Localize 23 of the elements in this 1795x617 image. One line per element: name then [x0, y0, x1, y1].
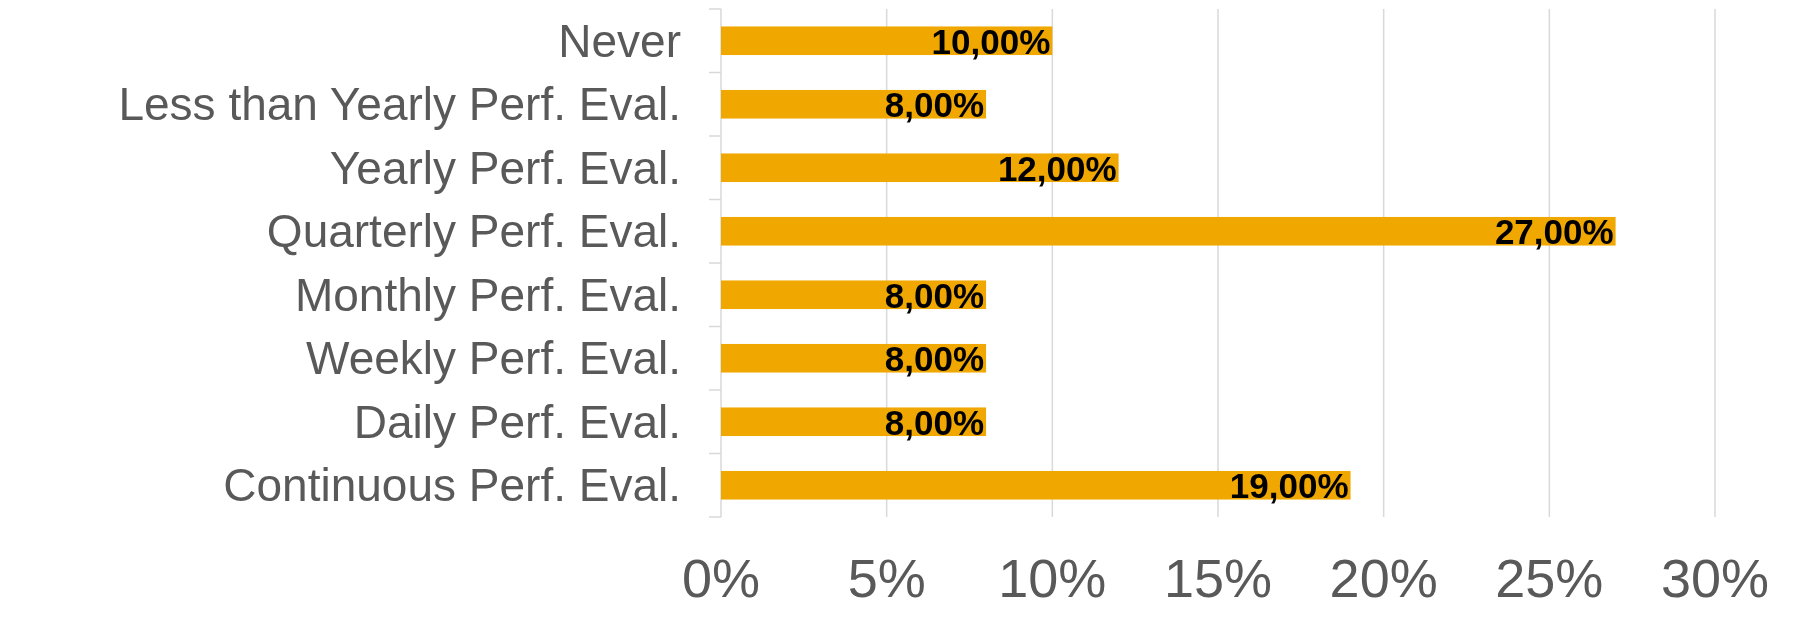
data-label: 12,00% — [997, 148, 1117, 188]
y-tick-label: Monthly Perf. Eval. — [294, 268, 681, 321]
data-label: 27,00% — [1494, 212, 1614, 252]
y-tick-label: Weekly Perf. Eval. — [306, 332, 681, 385]
x-tick-label: 30% — [1660, 548, 1770, 608]
x-tick-label: 15% — [1163, 548, 1273, 608]
x-tick-label: 20% — [1329, 548, 1438, 608]
data-label: 8,00% — [884, 339, 985, 379]
y-tick-label: Daily Perf. Eval. — [353, 395, 681, 448]
data-label: 19,00% — [1229, 466, 1349, 506]
x-tick-label: 5% — [847, 548, 926, 608]
x-tick-label: 0% — [681, 548, 761, 608]
x-tick-label: 10% — [998, 548, 1107, 608]
y-tick-label: Less than Yearly Perf. Eval. — [118, 78, 681, 131]
data-label: 10,00% — [931, 21, 1051, 61]
y-tick-label: Yearly Perf. Eval. — [329, 141, 681, 194]
y-tick-label: Never — [558, 14, 681, 67]
data-label: 8,00% — [884, 402, 985, 442]
y-tick-label: Quarterly Perf. Eval. — [266, 205, 681, 258]
data-label: 8,00% — [884, 275, 985, 315]
y-tick-label: Continuous Perf. Eval. — [223, 459, 681, 512]
data-label: 8,00% — [884, 85, 985, 125]
x-tick-label: 25% — [1495, 548, 1604, 608]
